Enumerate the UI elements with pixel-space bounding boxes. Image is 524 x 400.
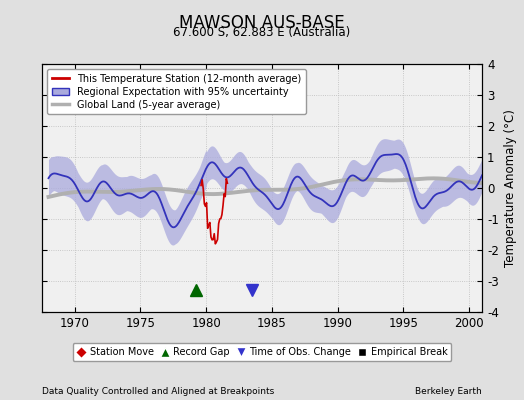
Text: MAWSON AUS-BASE: MAWSON AUS-BASE	[179, 14, 345, 32]
Legend: Station Move, Record Gap, Time of Obs. Change, Empirical Break: Station Move, Record Gap, Time of Obs. C…	[72, 343, 452, 361]
Legend: This Temperature Station (12-month average), Regional Expectation with 95% uncer: This Temperature Station (12-month avera…	[47, 69, 306, 114]
Text: 67.600 S, 62.883 E (Australia): 67.600 S, 62.883 E (Australia)	[173, 26, 351, 39]
Text: Berkeley Earth: Berkeley Earth	[416, 387, 482, 396]
Y-axis label: Temperature Anomaly (°C): Temperature Anomaly (°C)	[505, 109, 517, 267]
Text: Data Quality Controlled and Aligned at Breakpoints: Data Quality Controlled and Aligned at B…	[42, 387, 274, 396]
